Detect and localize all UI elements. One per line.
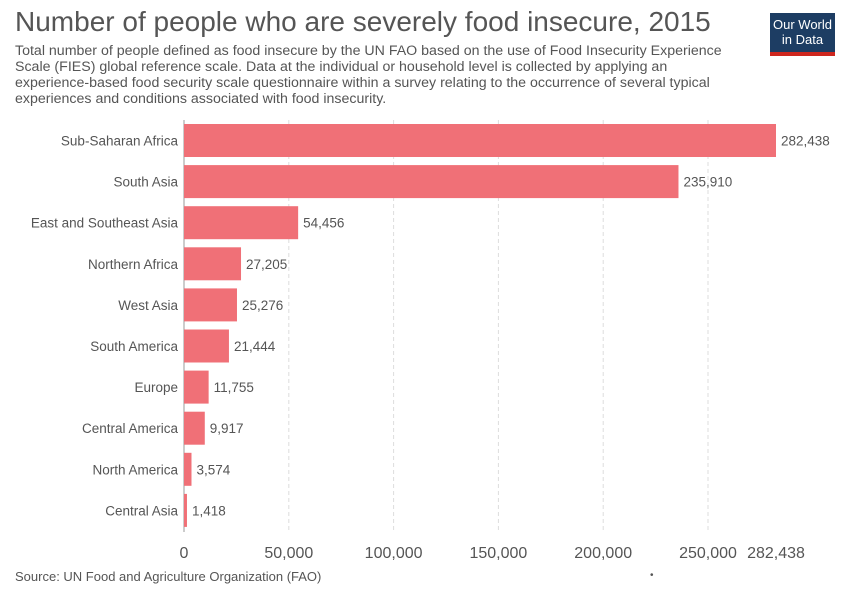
category-label: Europe <box>134 380 178 395</box>
value-label: 3,574 <box>196 462 230 477</box>
x-tick-label: 100,000 <box>365 545 423 562</box>
x-axis-ticks: 0 50,000 100,000 150,000 200,000 250,000 282,4… <box>180 545 805 562</box>
value-label: 9,917 <box>210 421 244 436</box>
category-label: South Asia <box>113 175 178 190</box>
value-label: 282,438 <box>781 134 830 149</box>
value-label: 235,910 <box>683 175 732 190</box>
category-label: West Asia <box>118 298 178 313</box>
value-label: 11,755 <box>214 380 254 395</box>
logo-line-2: in Data <box>781 32 824 47</box>
bars <box>184 124 776 527</box>
bar[interactable] <box>184 370 209 404</box>
category-label: East and Southeast Asia <box>31 216 179 231</box>
labels: Sub-Saharan Africa 282,438 South Asia 235,9… <box>31 134 830 519</box>
category-label: South America <box>90 339 178 354</box>
chart-subtitle: Total number of people defined as food i… <box>15 43 722 107</box>
bar[interactable] <box>184 452 192 486</box>
bar[interactable] <box>184 493 187 527</box>
bar[interactable] <box>184 165 679 199</box>
value-label: 25,276 <box>242 298 283 313</box>
value-label: 21,444 <box>234 339 276 354</box>
value-label: 1,418 <box>192 503 226 518</box>
bar[interactable] <box>184 329 229 363</box>
bar[interactable] <box>184 288 237 322</box>
x-tick-label: 200,000 <box>574 545 632 562</box>
bar[interactable] <box>184 124 776 157</box>
value-label: 54,456 <box>303 216 344 231</box>
owid-logo[interactable]: Our World in Data <box>770 13 835 56</box>
bar[interactable] <box>184 206 299 240</box>
category-label: Sub-Saharan Africa <box>61 134 179 149</box>
logo-accent-bar <box>770 52 835 56</box>
bar[interactable] <box>184 411 205 445</box>
category-label: North America <box>92 462 178 477</box>
source-note[interactable]: Source: UN Food and Agriculture Organiza… <box>15 569 322 584</box>
bar[interactable] <box>184 247 242 281</box>
x-tick-label: 0 <box>180 545 189 562</box>
category-label: Northern Africa <box>88 257 179 272</box>
footer-dot: • <box>650 570 654 581</box>
x-tick-label: 282,438 <box>747 545 805 562</box>
x-tick-label: 50,000 <box>264 545 313 562</box>
category-label: Central Asia <box>105 503 178 518</box>
x-tick-label: 250,000 <box>679 545 737 562</box>
logo-line-1: Our World <box>773 17 832 32</box>
x-tick-label: 150,000 <box>469 545 527 562</box>
category-label: Central America <box>82 421 179 436</box>
chart-title: Number of people who are severely food i… <box>15 6 711 37</box>
value-label: 27,205 <box>246 257 287 272</box>
